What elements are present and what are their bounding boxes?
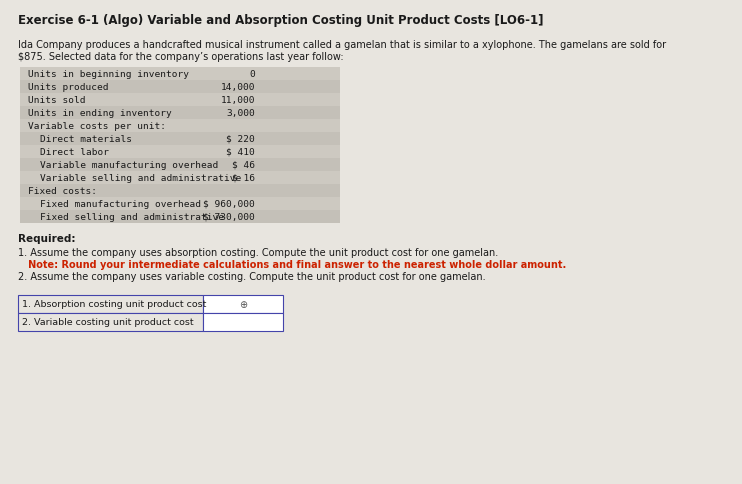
Bar [20,120,340,133]
Text: Direct materials: Direct materials [40,135,132,144]
Text: Units sold: Units sold [28,96,85,105]
Text: $875. Selected data for the company’s operations last year follow:: $875. Selected data for the company’s op… [18,52,344,62]
Text: Fixed selling and administrative: Fixed selling and administrative [40,212,224,222]
Text: Exercise 6-1 (Algo) Variable and Absorption Costing Unit Product Costs [LO6-1]: Exercise 6-1 (Algo) Variable and Absorpt… [18,14,543,27]
Text: Note: Round your intermediate calculations and final answer to the nearest whole: Note: Round your intermediate calculatio… [18,259,566,270]
Bar [20,184,340,197]
Text: 3,000: 3,000 [226,109,255,118]
Text: $ 220: $ 220 [226,135,255,144]
Text: $ 16: $ 16 [232,174,255,182]
Bar [18,295,203,313]
Text: Units in beginning inventory: Units in beginning inventory [28,70,189,79]
Text: Units produced: Units produced [28,83,108,92]
Text: 2. Variable costing unit product cost: 2. Variable costing unit product cost [22,318,194,327]
Bar [20,94,340,107]
Text: Variable selling and administrative: Variable selling and administrative [40,174,241,182]
Text: $ 410: $ 410 [226,148,255,157]
Text: 11,000: 11,000 [220,96,255,105]
Bar [203,313,283,332]
Bar [20,159,340,172]
Text: Ida Company produces a handcrafted musical instrument called a gamelan that is s: Ida Company produces a handcrafted music… [18,40,666,50]
Text: Direct labor: Direct labor [40,148,109,157]
Text: Required:: Required: [18,233,76,243]
Text: Fixed manufacturing overhead: Fixed manufacturing overhead [40,199,201,209]
Bar [20,197,340,211]
Bar [20,146,340,159]
Text: 2. Assume the company uses variable costing. Compute the unit product cost for o: 2. Assume the company uses variable cost… [18,272,485,281]
Text: $ 46: $ 46 [232,161,255,170]
Text: $ 730,000: $ 730,000 [203,212,255,222]
Text: Units in ending inventory: Units in ending inventory [28,109,171,118]
Text: 14,000: 14,000 [220,83,255,92]
Bar [18,313,203,332]
Text: 1. Assume the company uses absorption costing. Compute the unit product cost for: 1. Assume the company uses absorption co… [18,247,498,257]
Text: 0: 0 [249,70,255,79]
Bar [20,81,340,94]
Bar [20,107,340,120]
Bar [20,211,340,224]
Bar [20,68,340,81]
Text: Variable manufacturing overhead: Variable manufacturing overhead [40,161,218,170]
Bar [203,295,283,313]
Text: ⊕: ⊕ [239,300,247,309]
Text: Variable costs per unit:: Variable costs per unit: [28,122,166,131]
Text: 1. Absorption costing unit product cost: 1. Absorption costing unit product cost [22,300,206,309]
Bar [20,133,340,146]
Text: Fixed costs:: Fixed costs: [28,187,97,196]
Text: $ 960,000: $ 960,000 [203,199,255,209]
Bar [20,172,340,184]
